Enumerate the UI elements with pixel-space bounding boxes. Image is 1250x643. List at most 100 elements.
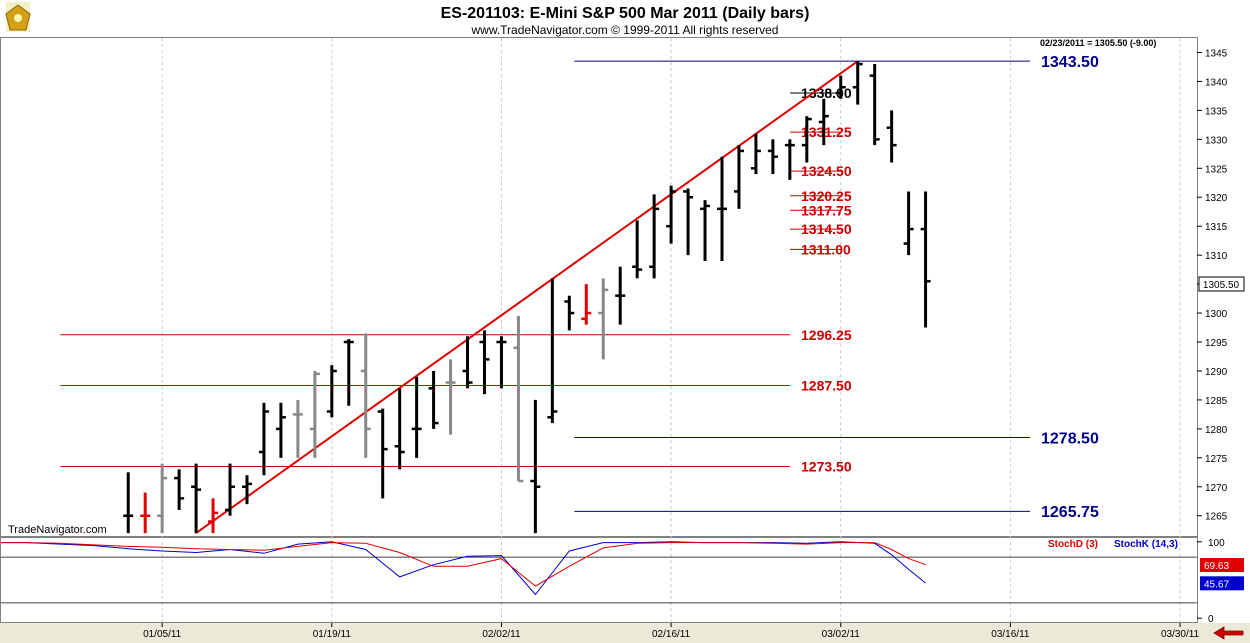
y-tick-label: 1315 xyxy=(1205,222,1228,233)
ohlc-bar xyxy=(496,336,507,389)
ohlc-bar xyxy=(208,498,219,534)
ohlc-bar xyxy=(258,402,269,476)
price-level-label: 1311.00 xyxy=(801,241,851,257)
stoch-d-value: 69.63 xyxy=(1204,561,1229,572)
y-tick-label: 1270 xyxy=(1205,483,1228,494)
y-tick-label: 1310 xyxy=(1205,251,1228,262)
ohlc-bar xyxy=(275,402,286,458)
ohlc-bar xyxy=(835,75,846,99)
ohlc-bar xyxy=(818,98,829,146)
price-readout: 02/23/2011 = 1305.50 (-9.00) xyxy=(1040,38,1156,48)
ohlc-bar xyxy=(767,139,778,175)
price-level-label: 1338.00 xyxy=(801,85,852,101)
x-tick-label: 02/02/11 xyxy=(482,629,521,640)
ohlc-bar xyxy=(191,463,202,534)
trendlines xyxy=(195,60,859,534)
y-tick-label: 1295 xyxy=(1205,338,1228,349)
price-level-label: 1343.50 xyxy=(1041,54,1099,71)
price-panel-frame xyxy=(0,37,1198,537)
ohlc-bar xyxy=(394,388,405,470)
y-tick-label: 1300 xyxy=(1205,309,1228,320)
indicator-panel-frame xyxy=(0,537,1198,623)
y-tick-label: 1280 xyxy=(1205,425,1228,436)
ohlc-bar xyxy=(869,64,880,146)
price-level-label: 1320.25 xyxy=(801,188,852,204)
ohlc-bar xyxy=(666,185,677,244)
price-level-label: 1278.50 xyxy=(1041,430,1099,447)
ohlc-bar xyxy=(920,191,931,328)
y-tick-label: 1320 xyxy=(1205,193,1228,204)
ohlc-bar xyxy=(852,61,863,105)
ohlc-bar xyxy=(547,278,558,424)
ohlc-bar xyxy=(157,463,168,534)
y-tick-label: 1285 xyxy=(1205,396,1228,407)
copyright-text: www.TradeNavigator.com © 1999-2011 All r… xyxy=(471,23,779,37)
price-level-label: 1273.50 xyxy=(801,459,852,475)
chart-title: ES-201103: E-Mini S&P 500 Mar 2011 (Dail… xyxy=(441,5,810,22)
ohlc-bar xyxy=(292,399,303,458)
ohlc-bar xyxy=(581,284,592,325)
stoch-k-value-box xyxy=(1200,576,1244,591)
price-level-label: 1317.75 xyxy=(801,202,852,218)
price-level-label: 1331.25 xyxy=(801,124,852,140)
last-price-label: 1305.50 xyxy=(1203,280,1240,291)
ohlc-bar xyxy=(225,463,236,516)
ohlc-bar xyxy=(733,145,744,209)
last-price-marker: 1305.50 xyxy=(1198,276,1245,292)
y-tick-label: 1330 xyxy=(1205,135,1228,146)
stoch-y-tick-label: 0 xyxy=(1208,614,1214,625)
ohlc-bar xyxy=(716,156,727,261)
ohlc-bar xyxy=(309,370,320,458)
ohlc-bar xyxy=(360,333,371,458)
date-axis: 01/05/11 01/19/11 02/02/11 02/16/11 03/02/11… xyxy=(143,623,1200,640)
stoch-k-value: 45.67 xyxy=(1204,579,1229,590)
price-levels: 1343.50 1338.00 1331.25 1324.50 1320.251317.… xyxy=(60,54,1099,521)
ohlc-bar xyxy=(886,110,897,163)
y-tick-label: 1275 xyxy=(1205,454,1228,465)
y-tick-label: 1325 xyxy=(1205,164,1228,175)
ohlc-bar xyxy=(377,408,388,499)
y-tick-label: 1265 xyxy=(1205,512,1228,523)
ohlc-bar xyxy=(445,359,456,435)
x-tick-label: 01/19/11 xyxy=(313,629,352,640)
y-tick-label: 1335 xyxy=(1205,106,1228,117)
ohlc-bar xyxy=(598,278,609,360)
ohlc-bar xyxy=(326,365,337,418)
stoch-k-legend: StochK (14,3) xyxy=(1114,539,1178,550)
price-bars xyxy=(123,61,931,534)
ohlc-bar xyxy=(700,200,711,261)
price-level-label: 1296.25 xyxy=(801,327,852,343)
ohlc-bar xyxy=(801,116,812,163)
ohlc-bar xyxy=(750,133,761,175)
ohlc-bar xyxy=(462,336,473,389)
watermark: TradeNavigator.com xyxy=(8,524,107,536)
price-axis: 1265127012751280128512901295130013051310… xyxy=(1197,48,1228,523)
ohlc-bar xyxy=(479,330,490,395)
ohlc-bar xyxy=(615,266,626,325)
x-tick-label: 03/02/11 xyxy=(822,629,861,640)
trendline xyxy=(195,60,859,534)
ohlc-bar xyxy=(411,376,422,458)
stoch-y-tick-label: 100 xyxy=(1208,538,1225,549)
ohlc-bar xyxy=(241,475,252,505)
price-level-label: 1287.50 xyxy=(801,377,852,393)
date-axis-bar xyxy=(0,623,1250,643)
ohlc-bar xyxy=(174,469,185,510)
stoch-d-legend: StochD (3) xyxy=(1048,539,1098,550)
stoch-d-value-box xyxy=(1200,558,1244,573)
x-tick-label: 03/16/11 xyxy=(991,629,1030,640)
y-tick-label: 1345 xyxy=(1205,48,1228,59)
y-tick-label: 1290 xyxy=(1205,367,1228,378)
y-tick-label: 1340 xyxy=(1205,77,1228,88)
ohlc-bar xyxy=(530,399,541,534)
price-level-label: 1265.75 xyxy=(1041,504,1099,521)
logo xyxy=(5,2,31,32)
price-level-label: 1324.50 xyxy=(801,163,852,179)
ohlc-bar xyxy=(903,191,914,256)
scroll-left-arrow-icon[interactable] xyxy=(1212,626,1246,640)
x-tick-label: 03/30/11 xyxy=(1161,629,1200,640)
ohlc-bar xyxy=(513,315,524,483)
ohlc-bar xyxy=(140,492,151,534)
